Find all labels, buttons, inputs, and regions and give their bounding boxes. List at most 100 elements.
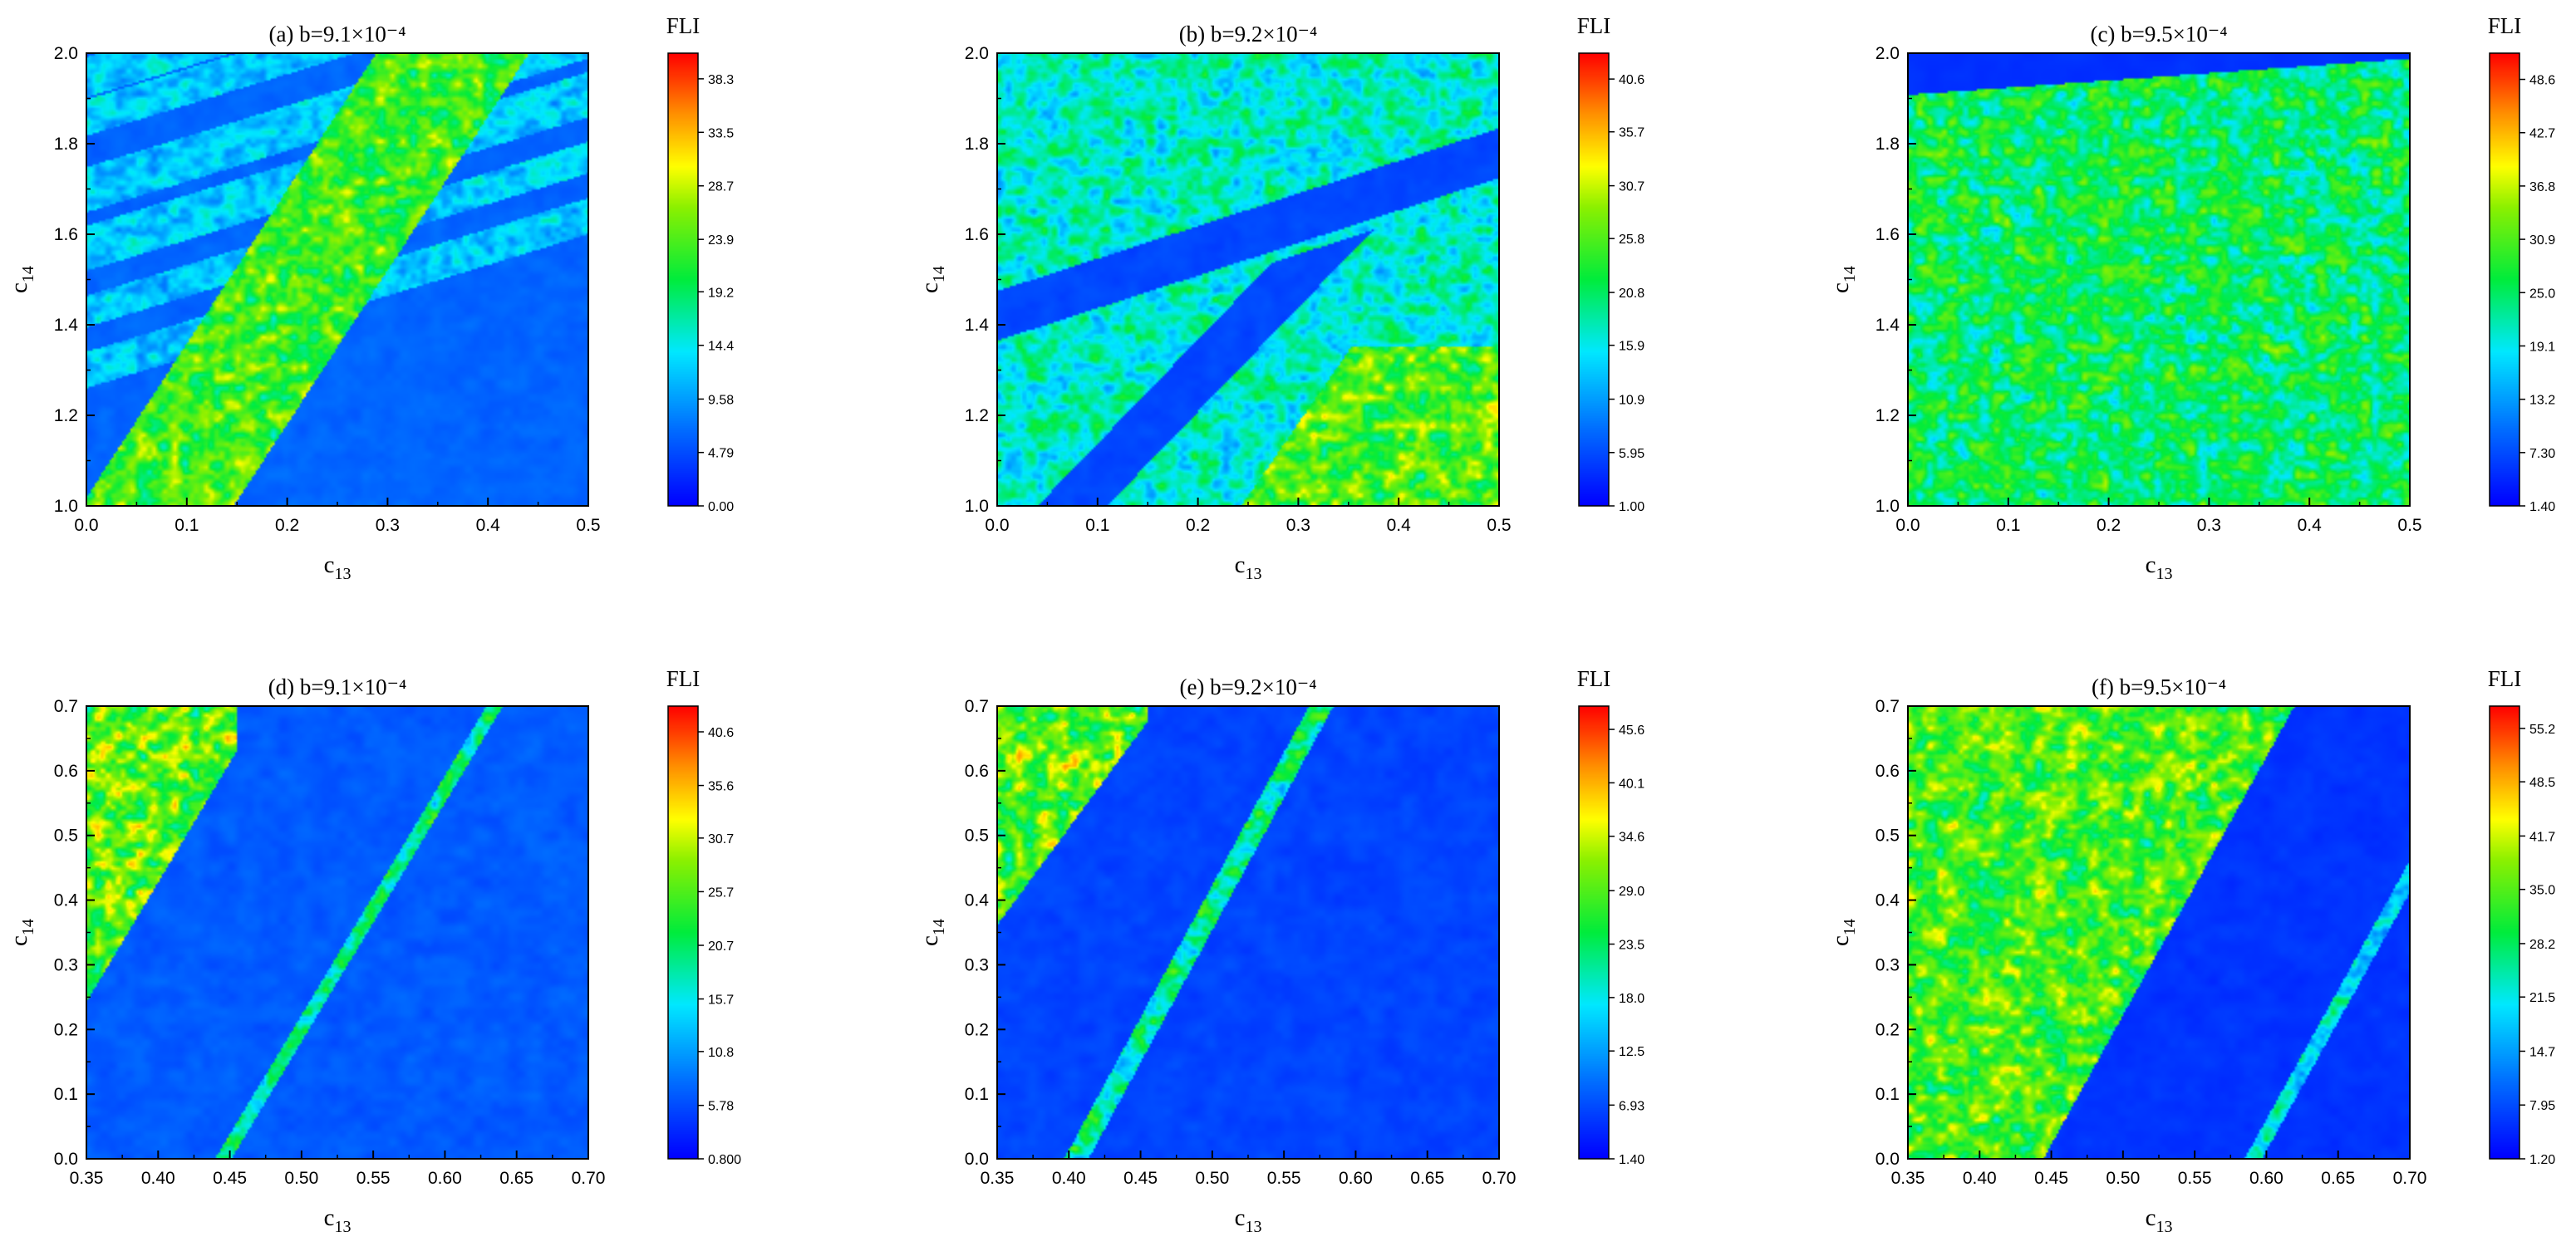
colorbar-tick-label: 14.7 bbox=[2529, 1045, 2555, 1059]
x-tick-label: 0.0 bbox=[74, 516, 98, 535]
y-tick-label: 1.0 bbox=[54, 497, 78, 516]
colorbar-tick-label: 7.30 bbox=[2529, 447, 2555, 461]
x-axis-label: c13 bbox=[2146, 1204, 2173, 1236]
colorbar-tick-label: 48.6 bbox=[2529, 74, 2555, 88]
colorbar-frame bbox=[1578, 705, 1610, 1160]
colorbar-tick-label: 30.7 bbox=[1619, 180, 1644, 194]
colorbar-tick-label: 42.7 bbox=[2529, 127, 2555, 141]
colorbar-b bbox=[1579, 53, 1609, 506]
colorbar-title: FLI bbox=[666, 13, 701, 38]
colorbar-tick-label: 14.4 bbox=[708, 340, 734, 354]
y-tick-label: 0.7 bbox=[965, 697, 989, 716]
colorbar-tick-label: 1.00 bbox=[1619, 500, 1644, 514]
x-tick-label: 0.40 bbox=[141, 1169, 175, 1188]
x-tick-label: 0.70 bbox=[572, 1169, 606, 1188]
y-tick-label: 1.0 bbox=[1875, 497, 1900, 516]
colorbar-tick-label: 35.7 bbox=[1619, 126, 1644, 140]
y-tick-label: 0.0 bbox=[54, 1150, 78, 1169]
colorbar-title: FLI bbox=[1577, 666, 1611, 691]
panel-d: (d) b=9.1×10⁻⁴ 0.35 0.40 0.45 0.50 0.55 0.60 0.… bbox=[6, 666, 741, 1236]
y-tick-label: 2.0 bbox=[965, 44, 989, 63]
colorbar-tick-label: 36.8 bbox=[2529, 180, 2555, 194]
x-tick-label: 0.60 bbox=[428, 1169, 462, 1188]
colorbar-tick-label: 21.5 bbox=[2529, 991, 2555, 1005]
y-tick-label: 1.4 bbox=[1875, 316, 1900, 335]
colorbar-tick-label: 1.40 bbox=[1619, 1153, 1644, 1167]
y-tick-label: 1.0 bbox=[965, 497, 989, 516]
y-tick-label: 1.4 bbox=[965, 316, 990, 335]
y-axis-label: c14 bbox=[1827, 919, 1859, 946]
colorbar-tick-label: 38.3 bbox=[708, 73, 734, 87]
y-tick-label: 0.6 bbox=[1875, 762, 1900, 781]
y-tick-label: 0.6 bbox=[965, 762, 989, 781]
colorbar-tick-label: 23.9 bbox=[708, 233, 734, 248]
y-tick-label: 0.2 bbox=[1875, 1020, 1900, 1039]
colorbar-tick-label: 40.6 bbox=[708, 726, 734, 740]
y-tick-label: 0.0 bbox=[1875, 1150, 1900, 1169]
y-tick-label: 0.7 bbox=[54, 697, 78, 716]
colorbar-tick-label: 0.00 bbox=[708, 500, 734, 514]
panel-title: (f) b=9.5×10⁻⁴ bbox=[2092, 675, 2226, 699]
y-tick-label: 0.1 bbox=[54, 1085, 78, 1104]
colorbar-tick-label: 34.6 bbox=[1619, 831, 1644, 845]
panel-title: (c) b=9.5×10⁻⁴ bbox=[2090, 22, 2227, 47]
y-tick-label: 1.2 bbox=[1875, 406, 1900, 425]
colorbar-tick-label: 25.0 bbox=[2529, 287, 2555, 301]
panel-f: (f) b=9.5×10⁻⁴ 0.35 0.40 0.45 0.50 0.55 0.60 0.… bbox=[1827, 666, 2555, 1236]
colorbar-tick-label: 25.8 bbox=[1619, 233, 1644, 247]
colorbar-tick-label: 23.5 bbox=[1619, 939, 1644, 953]
colorbar-tick-label: 6.93 bbox=[1619, 1099, 1644, 1113]
x-tick-label: 0.0 bbox=[1895, 516, 1920, 535]
colorbar-tick-label: 1.40 bbox=[2529, 500, 2555, 514]
colorbar-tick-label: 30.9 bbox=[2529, 233, 2555, 248]
x-tick-label: 0.4 bbox=[2298, 516, 2323, 535]
y-tick-label: 0.4 bbox=[54, 891, 79, 910]
colorbar-tick-label: 7.95 bbox=[2529, 1099, 2555, 1113]
x-tick-label: 0.40 bbox=[1052, 1169, 1086, 1188]
y-tick-label: 0.4 bbox=[965, 891, 990, 910]
x-tick-label: 0.1 bbox=[175, 516, 199, 535]
colorbar-tick-label: 1.20 bbox=[2529, 1153, 2555, 1167]
x-tick-label: 0.4 bbox=[476, 516, 501, 535]
x-tick-label: 0.50 bbox=[2106, 1169, 2140, 1188]
y-tick-label: 0.5 bbox=[965, 827, 989, 846]
y-axis-label: c14 bbox=[6, 266, 37, 293]
colorbar-tick-label: 35.6 bbox=[708, 780, 734, 794]
y-axis-label: c14 bbox=[1827, 266, 1859, 293]
y-tick-label: 0.3 bbox=[1875, 955, 1900, 974]
x-tick-label: 0.1 bbox=[1085, 516, 1109, 535]
colorbar-frame bbox=[2489, 52, 2520, 507]
x-axis-label: c13 bbox=[1235, 1204, 1262, 1236]
y-axis-label: c14 bbox=[6, 919, 37, 946]
colorbar-tick-label: 13.2 bbox=[2529, 394, 2555, 408]
x-axis-label: c13 bbox=[2146, 552, 2173, 583]
x-tick-label: 0.1 bbox=[1996, 516, 2020, 535]
y-tick-label: 1.6 bbox=[54, 225, 78, 244]
x-axis-label: c13 bbox=[324, 1204, 351, 1236]
heatmap-e bbox=[997, 706, 1499, 1159]
x-tick-label: 0.35 bbox=[70, 1169, 104, 1188]
x-tick-label: 0.65 bbox=[499, 1169, 533, 1188]
panel-title: (d) b=9.1×10⁻⁴ bbox=[268, 675, 407, 699]
x-axis-label: c13 bbox=[1235, 552, 1262, 583]
x-tick-label: 0.55 bbox=[1267, 1169, 1301, 1188]
y-axis-label: c14 bbox=[917, 919, 948, 946]
x-tick-label: 0.65 bbox=[1410, 1169, 1444, 1188]
colorbar-tick-label: 18.0 bbox=[1619, 992, 1644, 1006]
x-tick-label: 0.70 bbox=[2393, 1169, 2427, 1188]
colorbar-c bbox=[2490, 53, 2519, 506]
colorbar-tick-label: 28.7 bbox=[708, 180, 734, 194]
panel-b: (b) b=9.2×10⁻⁴ 0.0 0.1 0.2 0.3 0.4 0.5 1.0 1.2 1.… bbox=[917, 13, 1644, 583]
heatmap-b bbox=[997, 53, 1499, 506]
x-tick-label: 0.45 bbox=[2034, 1169, 2068, 1188]
x-tick-label: 0.3 bbox=[376, 516, 400, 535]
heatmap-d bbox=[86, 706, 588, 1159]
x-tick-label: 0.55 bbox=[2178, 1169, 2212, 1188]
colorbar-tick-label: 40.1 bbox=[1619, 777, 1644, 791]
x-tick-label: 0.45 bbox=[213, 1169, 247, 1188]
colorbar-f bbox=[2490, 706, 2519, 1159]
y-tick-label: 0.2 bbox=[54, 1020, 78, 1039]
colorbar-title: FLI bbox=[666, 666, 701, 691]
colorbar-tick-label: 48.5 bbox=[2529, 776, 2555, 790]
